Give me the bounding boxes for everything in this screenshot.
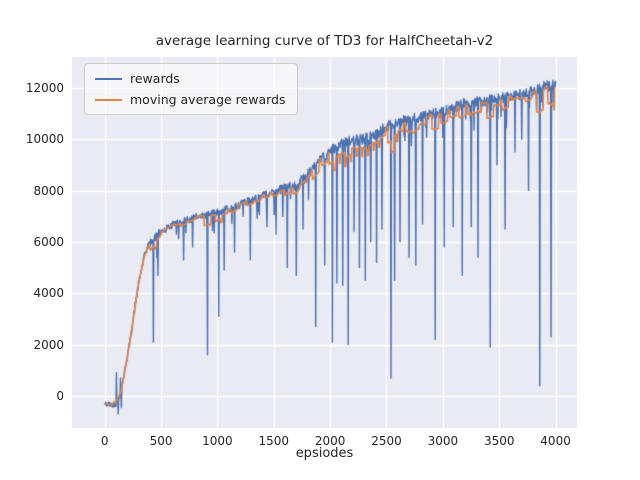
y-tick-label: 4000 [33,286,64,301]
x-tick-label: 2000 [314,434,346,448]
y-tick-label: 2000 [33,337,64,352]
legend-label-moving-average: moving average rewards [130,92,286,107]
x-tick-label: 1500 [258,434,290,448]
legend: rewards moving average rewards [84,63,299,115]
x-tick-label: 3000 [427,434,459,448]
x-tick-label: 4000 [540,434,571,448]
chart-title: average learning curve of TD3 for HalfCh… [155,33,494,49]
legend-item-moving-average: moving average rewards [95,92,285,107]
y-tick-label: 10000 [25,132,64,147]
x-tick-label: 1000 [202,434,233,448]
x-tick-label: 2500 [371,434,402,448]
x-tick-label: 3500 [483,434,515,448]
y-tick-label: 6000 [33,234,64,249]
rewards-line-swatch [95,77,122,80]
x-tick-label: 0 [100,434,109,448]
legend-label-rewards: rewards [130,71,180,86]
plot-canvas [72,57,577,428]
y-tick-label: 12000 [25,80,64,95]
x-tick-label: 500 [149,434,173,448]
y-tick-label: 0 [56,388,64,403]
y-tick-label: 8000 [33,183,64,198]
x-axis-label: epsiodes [295,446,354,461]
moving-average-line-swatch [95,98,122,101]
legend-item-rewards: rewards [95,71,285,86]
